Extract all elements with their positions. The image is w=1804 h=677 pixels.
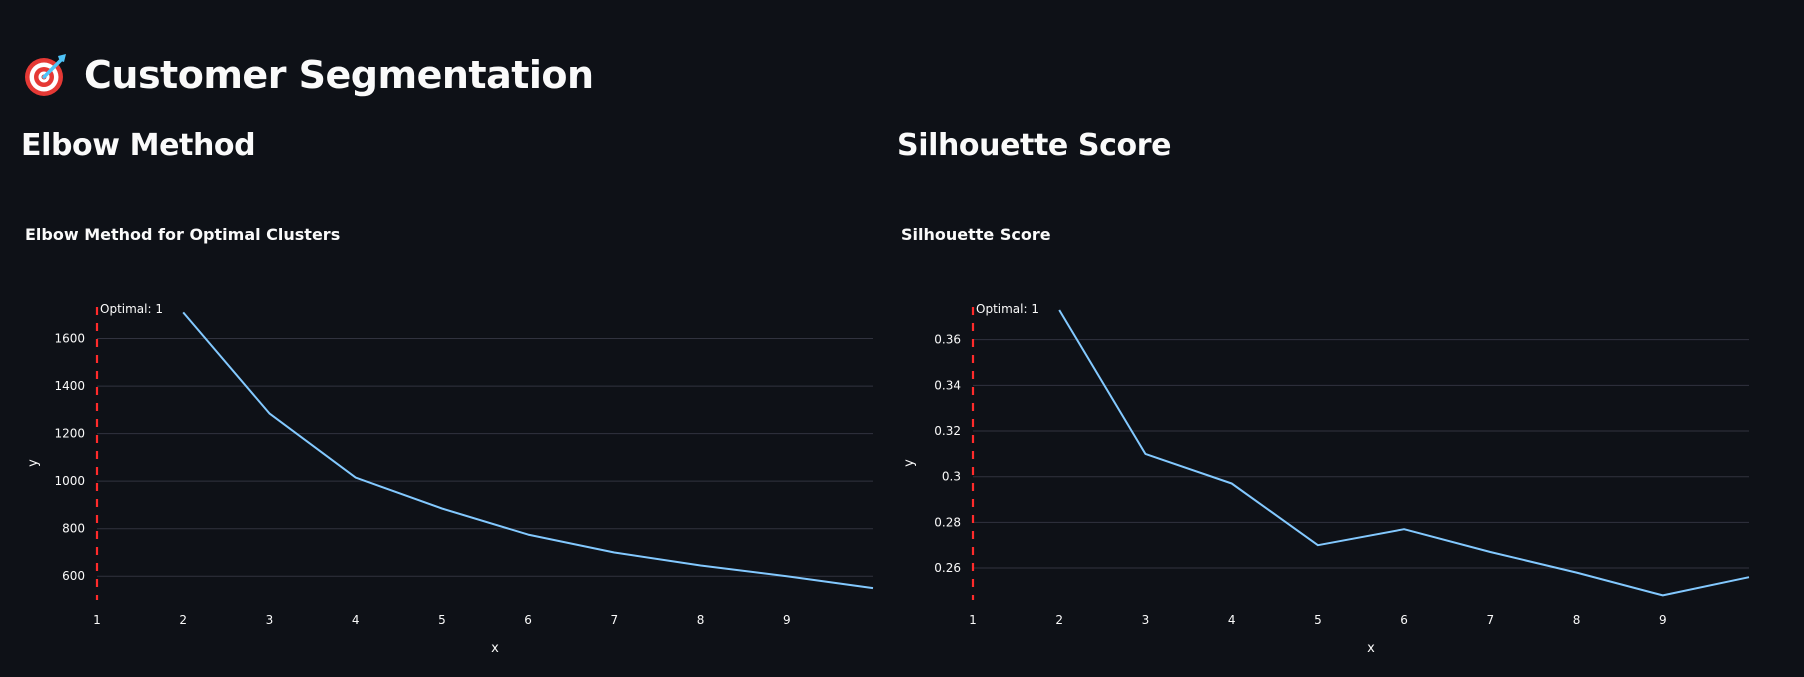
silhouette-chart[interactable]: Silhouette Score 0.26 0.28 0.3 0.32 0.34 0.36 1… [876, 215, 1751, 675]
app-title: Customer Segmentation [84, 53, 594, 97]
elbow-x-tick-label: 5 [438, 613, 446, 627]
silhouette-x-tick-label: 5 [1314, 613, 1322, 627]
silhouette-y-tick-label: 0.26 [934, 561, 961, 575]
elbow-chart[interactable]: Elbow Method for Optimal Clusters 600 800 1… [0, 215, 875, 675]
elbow-optimal-annotation: Optimal: 1 [100, 302, 163, 316]
elbow-y-tick-label: 800 [62, 522, 85, 536]
elbow-x-tick-label: 6 [524, 613, 532, 627]
silhouette-y-tick-label: 0.32 [934, 424, 961, 438]
silhouette-y-axis-title: y [902, 459, 917, 467]
elbow-x-tick-label: 9 [783, 613, 791, 627]
silhouette-y-tick-label: 0.28 [934, 515, 961, 529]
silhouette-y-tick-label: 0.3 [942, 470, 961, 484]
silhouette-y-tick-label: 0.34 [934, 378, 961, 392]
silhouette-x-tick-label: 7 [1487, 613, 1495, 627]
silhouette-chart-panel: Silhouette Score 0.26 0.28 0.3 0.32 0.34 0.36 1… [876, 215, 1751, 675]
elbow-x-tick-label: 8 [697, 613, 705, 627]
elbow-chart-panel: Elbow Method for Optimal Clusters 600 800 1… [0, 215, 875, 675]
elbow-y-tick-label: 600 [62, 569, 85, 583]
target-icon [25, 54, 66, 96]
silhouette-x-tick-label: 3 [1142, 613, 1150, 627]
silhouette-x-tick-label: 8 [1573, 613, 1581, 627]
app-header: Customer Segmentation [24, 52, 594, 98]
silhouette-series-line[interactable] [1058, 309, 1750, 597]
silhouette-x-tick-label: 2 [1055, 613, 1063, 627]
elbow-method-heading: Elbow Method [21, 128, 256, 163]
silhouette-x-tick-label: 1 [969, 613, 977, 627]
elbow-x-tick-label: 4 [352, 613, 360, 627]
elbow-y-axis-title: y [26, 459, 41, 467]
elbow-y-tick-label: 1400 [54, 379, 85, 393]
silhouette-y-tick-label: 0.36 [934, 333, 961, 347]
elbow-x-tick-label: 1 [93, 613, 101, 627]
elbow-y-tick-label: 1600 [54, 332, 85, 346]
elbow-x-tick-label: 3 [266, 613, 274, 627]
elbow-y-tick-label: 1000 [54, 474, 85, 488]
silhouette-x-tick-label: 6 [1400, 613, 1408, 627]
silhouette-score-heading: Silhouette Score [897, 128, 1172, 163]
elbow-y-tick-label: 1200 [54, 427, 85, 441]
silhouette-x-tick-label: 9 [1659, 613, 1667, 627]
silhouette-optimal-annotation: Optimal: 1 [976, 302, 1039, 316]
elbow-series-line[interactable] [182, 311, 874, 590]
elbow-x-tick-label: 7 [611, 613, 619, 627]
silhouette-x-tick-label: 4 [1228, 613, 1236, 627]
elbow-x-tick-label: 2 [179, 613, 187, 627]
silhouette-x-axis-title: x [1367, 641, 1375, 656]
elbow-x-axis-title: x [491, 641, 499, 656]
silhouette-chart-title: Silhouette Score [901, 225, 1051, 244]
elbow-chart-title: Elbow Method for Optimal Clusters [25, 225, 340, 244]
